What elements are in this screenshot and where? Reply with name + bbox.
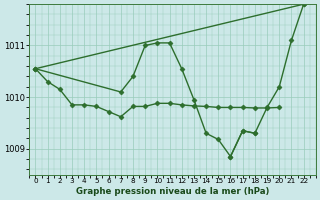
X-axis label: Graphe pression niveau de la mer (hPa): Graphe pression niveau de la mer (hPa)	[76, 187, 269, 196]
